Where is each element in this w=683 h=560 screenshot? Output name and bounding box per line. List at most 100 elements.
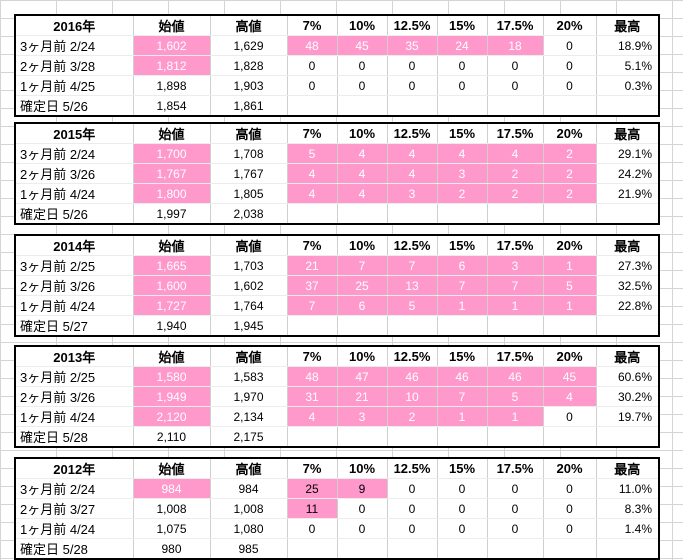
- threshold-count-cell[interactable]: 4: [436, 143, 488, 164]
- threshold-count-cell[interactable]: 4: [542, 386, 597, 407]
- open-price-cell[interactable]: 2,110: [132, 426, 211, 448]
- column-header-cell[interactable]: 7%: [286, 14, 338, 36]
- threshold-count-cell[interactable]: [436, 315, 488, 337]
- threshold-count-cell[interactable]: 0: [386, 75, 438, 96]
- year-header-cell[interactable]: 2013年: [14, 345, 134, 367]
- high-price-cell[interactable]: 1,805: [209, 183, 288, 204]
- threshold-count-cell[interactable]: 0: [542, 55, 597, 76]
- column-header-cell[interactable]: 7%: [286, 457, 338, 479]
- column-header-cell[interactable]: 高値: [209, 234, 288, 256]
- threshold-count-cell[interactable]: [486, 538, 544, 560]
- threshold-count-cell[interactable]: 3: [336, 406, 388, 427]
- threshold-count-cell[interactable]: 1: [542, 295, 597, 316]
- open-price-cell[interactable]: 984: [132, 478, 211, 499]
- threshold-count-cell[interactable]: 18: [486, 35, 544, 56]
- open-price-cell[interactable]: 1,812: [132, 55, 211, 76]
- threshold-count-cell[interactable]: 0: [336, 55, 388, 76]
- threshold-count-cell[interactable]: 21: [336, 386, 388, 407]
- threshold-count-cell[interactable]: [286, 203, 338, 225]
- column-header-cell[interactable]: 12.5%: [386, 345, 438, 367]
- threshold-count-cell[interactable]: 1: [486, 406, 544, 427]
- high-price-cell[interactable]: 1,764: [209, 295, 288, 316]
- threshold-count-cell[interactable]: [336, 203, 388, 225]
- year-header-cell[interactable]: 2012年: [14, 457, 134, 479]
- threshold-count-cell[interactable]: 0: [486, 518, 544, 539]
- column-header-cell[interactable]: 始値: [132, 345, 211, 367]
- threshold-count-cell[interactable]: 1: [436, 406, 488, 427]
- max-rise-cell[interactable]: [595, 426, 660, 448]
- threshold-count-cell[interactable]: 1: [436, 295, 488, 316]
- high-price-cell[interactable]: 1,583: [209, 366, 288, 387]
- row-label-cell[interactable]: 確定日 5/27: [14, 315, 134, 337]
- threshold-count-cell[interactable]: 7: [486, 275, 544, 296]
- threshold-count-cell[interactable]: 4: [336, 143, 388, 164]
- high-price-cell[interactable]: 1,703: [209, 255, 288, 276]
- max-rise-cell[interactable]: 21.9%: [595, 183, 660, 204]
- threshold-count-cell[interactable]: 4: [286, 406, 338, 427]
- threshold-count-cell[interactable]: 2: [436, 183, 488, 204]
- threshold-count-cell[interactable]: 3: [486, 255, 544, 276]
- column-header-cell[interactable]: 最高: [595, 122, 660, 144]
- max-rise-cell[interactable]: 19.7%: [595, 406, 660, 427]
- year-header-cell[interactable]: 2015年: [14, 122, 134, 144]
- column-header-cell[interactable]: 15%: [436, 14, 488, 36]
- threshold-count-cell[interactable]: 7: [386, 255, 438, 276]
- high-price-cell[interactable]: 1,903: [209, 75, 288, 96]
- threshold-count-cell[interactable]: 0: [386, 55, 438, 76]
- threshold-count-cell[interactable]: 10: [386, 386, 438, 407]
- row-label-cell[interactable]: 2ヶ月前 3/26: [14, 275, 134, 296]
- max-rise-cell[interactable]: [595, 315, 660, 337]
- max-rise-cell[interactable]: 11.0%: [595, 478, 660, 499]
- column-header-cell[interactable]: 始値: [132, 14, 211, 36]
- open-price-cell[interactable]: 1,727: [132, 295, 211, 316]
- open-price-cell[interactable]: 1,949: [132, 386, 211, 407]
- open-price-cell[interactable]: 1,767: [132, 163, 211, 184]
- max-rise-cell[interactable]: 1.4%: [595, 518, 660, 539]
- threshold-count-cell[interactable]: 0: [386, 518, 438, 539]
- threshold-count-cell[interactable]: [542, 315, 597, 337]
- column-header-cell[interactable]: 7%: [286, 234, 338, 256]
- threshold-count-cell[interactable]: [286, 538, 338, 560]
- threshold-count-cell[interactable]: [436, 203, 488, 225]
- threshold-count-cell[interactable]: 25: [336, 275, 388, 296]
- row-label-cell[interactable]: 2ヶ月前 3/26: [14, 386, 134, 407]
- max-rise-cell[interactable]: 0.3%: [595, 75, 660, 96]
- threshold-count-cell[interactable]: 0: [542, 498, 597, 519]
- column-header-cell[interactable]: 15%: [436, 234, 488, 256]
- row-label-cell[interactable]: 1ヶ月前 4/24: [14, 183, 134, 204]
- threshold-count-cell[interactable]: 0: [286, 518, 338, 539]
- year-header-cell[interactable]: 2016年: [14, 14, 134, 36]
- column-header-cell[interactable]: 17.5%: [486, 122, 544, 144]
- column-header-cell[interactable]: 最高: [595, 234, 660, 256]
- max-rise-cell[interactable]: 27.3%: [595, 255, 660, 276]
- high-price-cell[interactable]: 1,945: [209, 315, 288, 337]
- high-price-cell[interactable]: 985: [209, 538, 288, 560]
- row-label-cell[interactable]: 1ヶ月前 4/24: [14, 406, 134, 427]
- threshold-count-cell[interactable]: 0: [336, 75, 388, 96]
- threshold-count-cell[interactable]: 2: [542, 183, 597, 204]
- column-header-cell[interactable]: 15%: [436, 345, 488, 367]
- threshold-count-cell[interactable]: 7: [336, 255, 388, 276]
- open-price-cell[interactable]: 1,940: [132, 315, 211, 337]
- threshold-count-cell[interactable]: 5: [286, 143, 338, 164]
- high-price-cell[interactable]: 1,861: [209, 95, 288, 117]
- max-rise-cell[interactable]: [595, 95, 660, 117]
- threshold-count-cell[interactable]: 0: [542, 35, 597, 56]
- threshold-count-cell[interactable]: 0: [486, 478, 544, 499]
- threshold-count-cell[interactable]: 0: [386, 478, 438, 499]
- row-label-cell[interactable]: 1ヶ月前 4/24: [14, 295, 134, 316]
- column-header-cell[interactable]: 17.5%: [486, 234, 544, 256]
- row-label-cell[interactable]: 3ヶ月前 2/24: [14, 143, 134, 164]
- threshold-count-cell[interactable]: 31: [286, 386, 338, 407]
- threshold-count-cell[interactable]: 0: [542, 478, 597, 499]
- threshold-count-cell[interactable]: 6: [336, 295, 388, 316]
- max-rise-cell[interactable]: 8.3%: [595, 498, 660, 519]
- threshold-count-cell[interactable]: [386, 538, 438, 560]
- threshold-count-cell[interactable]: 24: [436, 35, 488, 56]
- row-label-cell[interactable]: 確定日 5/28: [14, 426, 134, 448]
- threshold-count-cell[interactable]: [386, 315, 438, 337]
- column-header-cell[interactable]: 12.5%: [386, 122, 438, 144]
- high-price-cell[interactable]: 1,008: [209, 498, 288, 519]
- threshold-count-cell[interactable]: 7: [436, 275, 488, 296]
- threshold-count-cell[interactable]: 1: [542, 255, 597, 276]
